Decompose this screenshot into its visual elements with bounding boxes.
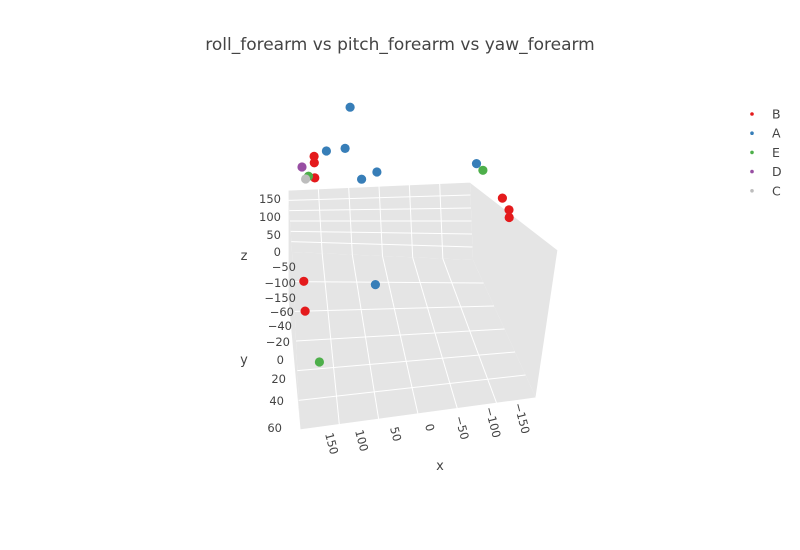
data-point-B[interactable] <box>300 306 310 316</box>
scene[interactable] <box>287 102 559 431</box>
x-tick-label: −50 <box>452 414 472 441</box>
gridline <box>288 194 471 201</box>
x-tick-label: −150 <box>511 401 533 435</box>
pane-edges <box>287 181 559 431</box>
data-point-A[interactable] <box>372 167 382 177</box>
y-tick-label: 40 <box>269 394 284 408</box>
data-point-A[interactable] <box>357 174 367 184</box>
data-point-A[interactable] <box>345 102 355 112</box>
x-tick-label: 100 <box>352 428 371 453</box>
data-point-A[interactable] <box>370 280 380 290</box>
z-axis-label: z <box>241 249 248 264</box>
x-tick-label: 50 <box>387 425 404 443</box>
y-tick-label: 60 <box>267 421 282 435</box>
data-point-B[interactable] <box>504 212 514 223</box>
y-axis-label: y <box>240 353 248 368</box>
legend-label[interactable]: E <box>772 145 780 160</box>
data-point-B[interactable] <box>504 205 514 215</box>
gridline <box>293 281 484 284</box>
data-point-B[interactable] <box>497 193 507 203</box>
legend-label[interactable]: C <box>772 183 781 198</box>
data-points[interactable] <box>297 102 514 367</box>
data-point-B[interactable] <box>309 151 319 161</box>
data-point-E[interactable] <box>478 165 488 175</box>
z-tick-label: 50 <box>266 228 281 242</box>
data-point-B[interactable] <box>299 276 309 286</box>
floor-pane <box>292 252 536 430</box>
y-tick-label: −60 <box>270 305 294 319</box>
z-tick-label: −100 <box>264 276 296 290</box>
right-pane <box>470 182 558 398</box>
y-tick-label: 0 <box>277 353 284 367</box>
legend-marker[interactable] <box>750 189 754 193</box>
z-tick-label: −50 <box>272 260 296 274</box>
legend-marker[interactable] <box>750 131 754 135</box>
y-tick-label: −20 <box>266 335 290 349</box>
z-axis: 150 100 50 0 −50 −100 −150 z <box>241 192 296 305</box>
data-point-A[interactable] <box>340 143 350 153</box>
data-point-C[interactable] <box>301 174 311 184</box>
z-tick-label: 0 <box>274 245 281 259</box>
data-point-D[interactable] <box>297 162 307 172</box>
z-tick-label: 100 <box>259 210 281 224</box>
x-tick-label: 0 <box>422 422 437 433</box>
legend-marker[interactable] <box>750 150 754 155</box>
z-tick-label: −150 <box>264 291 296 305</box>
gridlines <box>288 183 526 425</box>
z-tick-label: 150 <box>259 192 281 206</box>
y-tick-label: 20 <box>271 372 286 386</box>
x-tick-label: 150 <box>322 431 341 456</box>
data-point-A[interactable] <box>471 159 482 169</box>
legend-label[interactable]: D <box>772 164 782 179</box>
data-point-B[interactable] <box>309 158 319 168</box>
left-pane <box>288 190 300 430</box>
legend-label[interactable]: A <box>772 126 781 141</box>
legend-marker[interactable] <box>750 112 754 116</box>
data-point-A[interactable] <box>321 146 331 156</box>
data-point-E[interactable] <box>314 357 324 367</box>
chart-title: roll_forearm vs pitch_forearm vs yaw_for… <box>205 35 594 55</box>
x-tick-label: −100 <box>482 405 504 439</box>
legend-marker[interactable] <box>750 169 754 174</box>
x-axis-label: x <box>436 459 444 474</box>
y-tick-label: −40 <box>268 319 292 333</box>
y-axis: −60 −40 −20 0 20 40 60 y <box>240 305 294 435</box>
legend-label[interactable]: B <box>772 107 781 122</box>
x-axis: 150 100 50 0 −50 −100 −150 x <box>322 401 533 474</box>
